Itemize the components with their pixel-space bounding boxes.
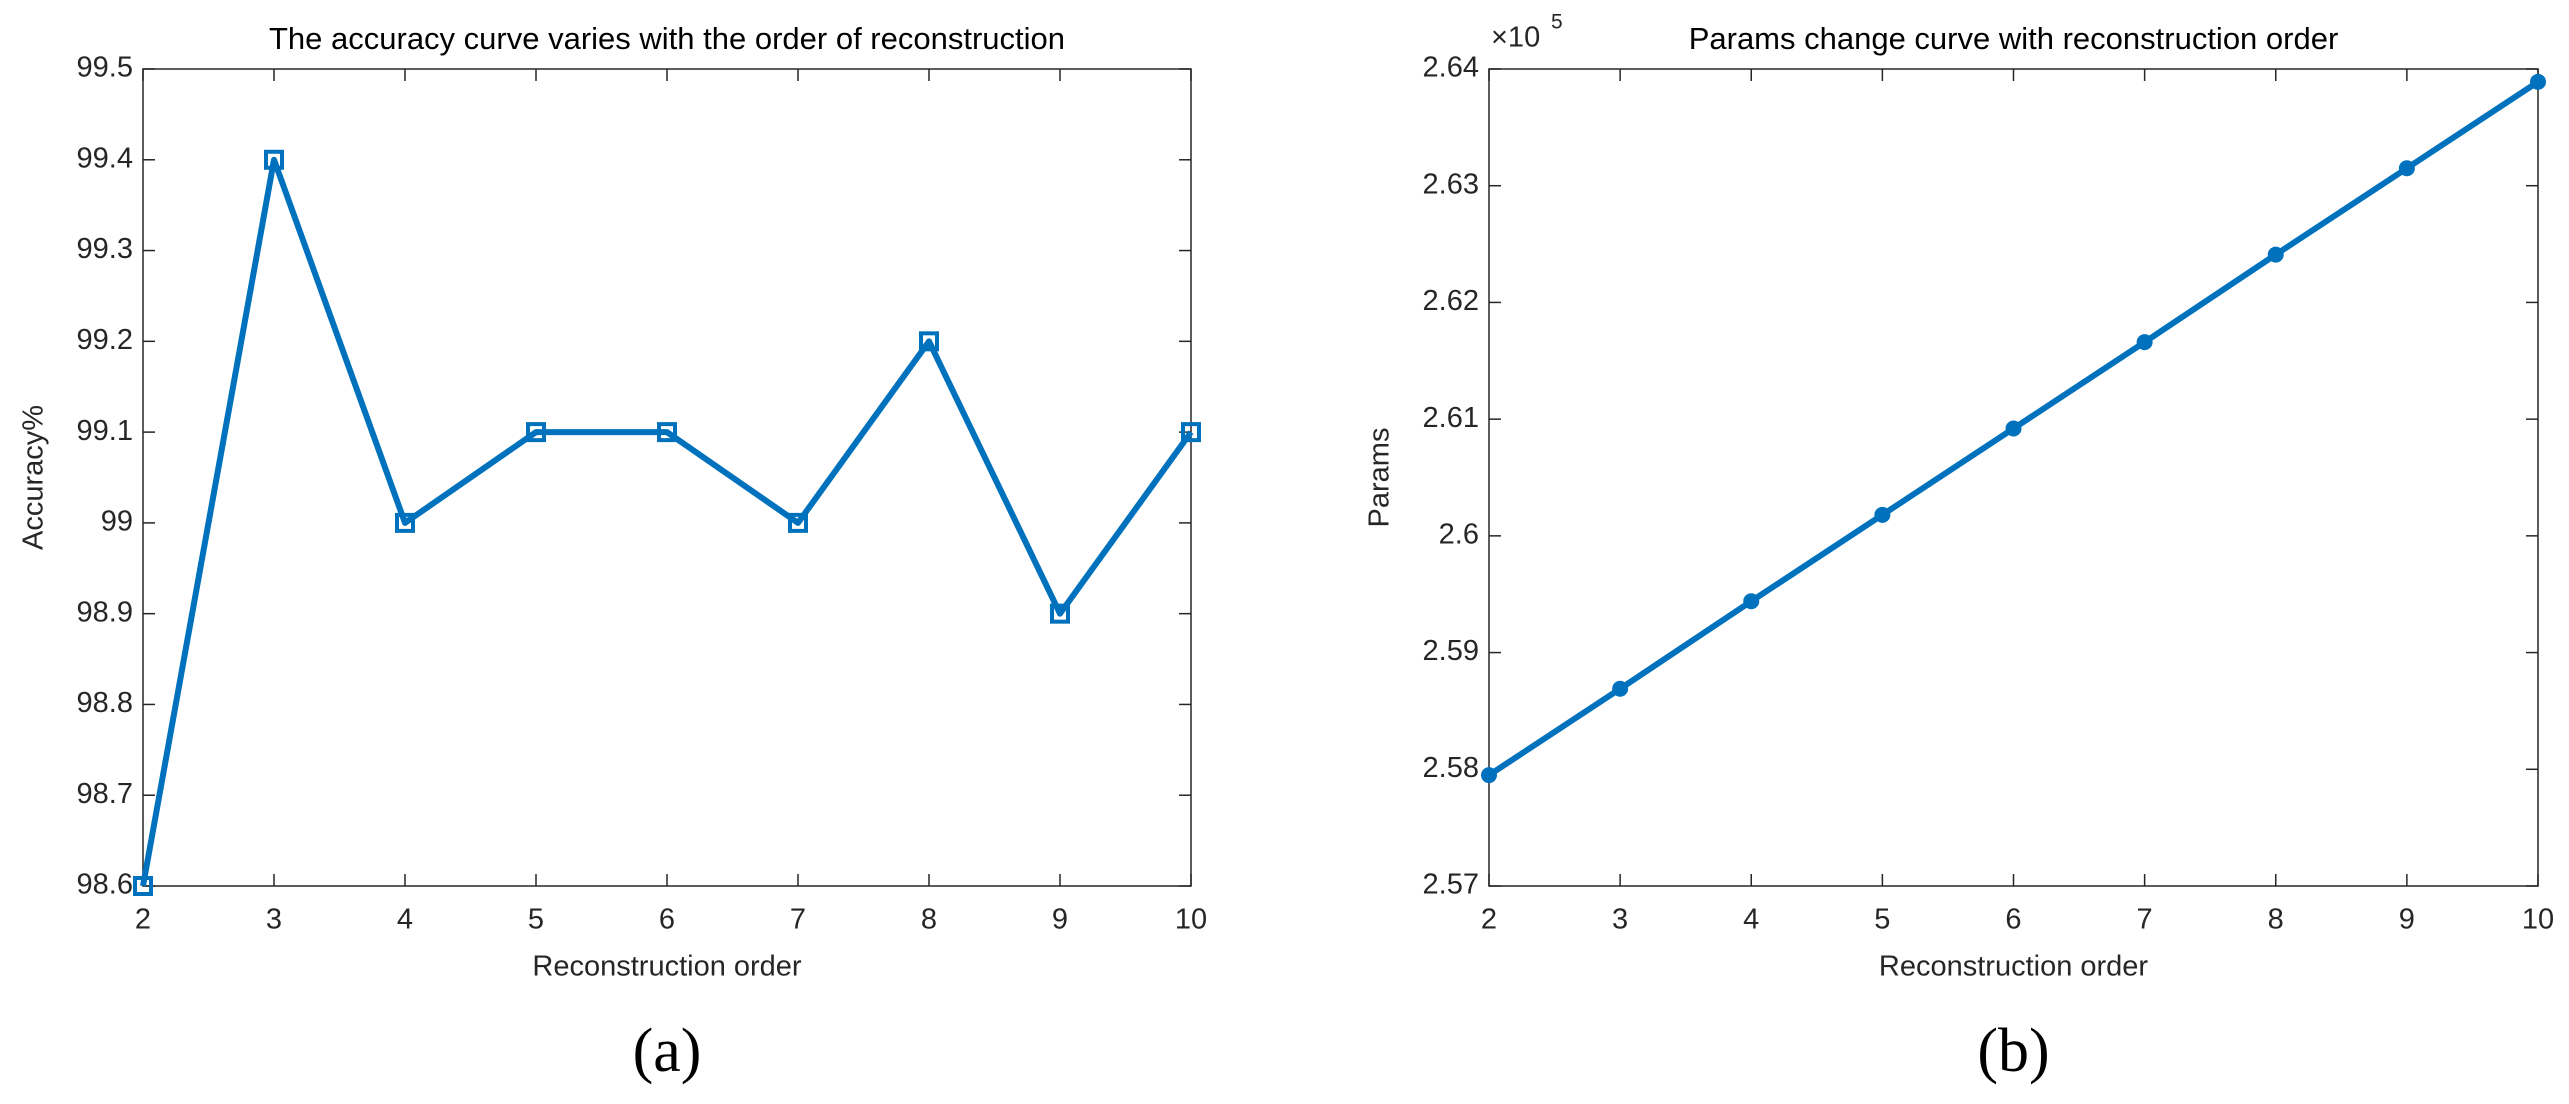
- x-tick-label: 10: [1175, 904, 1207, 936]
- marker: [133, 876, 153, 896]
- marker: [1612, 680, 1629, 697]
- data-line: [140, 156, 1194, 887]
- y-tick-label: 99.5: [77, 52, 133, 84]
- x-tick-label: 9: [2399, 904, 2415, 936]
- chart-title: Params change curve with reconstruction …: [1689, 21, 2339, 56]
- marker: [2136, 334, 2153, 351]
- y-multiplier-exponent: 5: [1551, 11, 1563, 34]
- x-tick-label: 8: [2268, 904, 2284, 936]
- y-axis-label: Accuracy%: [18, 405, 50, 550]
- y-tick-label: 2.57: [1423, 869, 1479, 901]
- y-tick-label: 2.61: [1423, 402, 1479, 434]
- x-tick-label: 5: [528, 904, 544, 936]
- plot-area: [1488, 68, 2539, 887]
- y-multiplier: ×10: [1491, 22, 1540, 54]
- y-tick-label: 99.2: [77, 324, 133, 356]
- y-tick-label: 2.64: [1423, 52, 1479, 84]
- marker: [395, 512, 415, 533]
- y-tick-label: 99.3: [77, 233, 133, 265]
- marker: [2267, 246, 2284, 263]
- x-axis-label: Reconstruction order: [532, 951, 802, 983]
- marker: [2005, 420, 2022, 437]
- y-tick-label: 99: [101, 506, 133, 538]
- marker: [1874, 506, 1891, 523]
- x-tick-label: 3: [266, 904, 282, 936]
- x-tick-label: 5: [1874, 904, 1890, 936]
- x-tick-label: 7: [2137, 904, 2153, 936]
- x-tick-label: 6: [2005, 904, 2021, 936]
- y-tick-label: 2.63: [1423, 168, 1479, 200]
- y-tick-label: 2.6: [1439, 519, 1479, 551]
- y-tick-label: 98.7: [77, 778, 133, 810]
- x-tick-label: 7: [790, 904, 806, 936]
- x-tick-label: 8: [921, 904, 937, 936]
- caption: (b): [1977, 1017, 2049, 1085]
- marker: [657, 422, 677, 443]
- marker: [2398, 160, 2415, 177]
- y-tick-label: 98.8: [77, 687, 133, 719]
- y-tick-label: 99.1: [77, 415, 133, 447]
- marker: [1050, 603, 1070, 624]
- y-tick-label: 2.59: [1423, 635, 1479, 667]
- marker: [1743, 593, 1760, 610]
- plot-area: [142, 68, 1192, 887]
- caption: (a): [633, 1017, 702, 1085]
- y-tick-label: 98.9: [77, 596, 133, 628]
- y-tick-label: 98.6: [77, 869, 133, 901]
- x-tick-label: 3: [1612, 904, 1628, 936]
- marker: [526, 422, 546, 443]
- x-tick-label: 4: [397, 904, 413, 936]
- y-tick-label: 2.62: [1423, 285, 1479, 317]
- y-axis-label: Params: [1364, 428, 1396, 528]
- marker: [2530, 73, 2546, 90]
- y-tick-label: 2.58: [1423, 752, 1479, 784]
- marker: [919, 331, 939, 352]
- x-axis-label: Reconstruction order: [1879, 951, 2149, 983]
- x-tick-label: 2: [1481, 904, 1497, 936]
- marker: [788, 512, 808, 533]
- y-tick-label: 99.4: [77, 142, 133, 174]
- x-tick-label: 6: [659, 904, 675, 936]
- marker: [1481, 767, 1497, 784]
- x-tick-label: 9: [1052, 904, 1068, 936]
- x-tick-label: 2: [135, 904, 151, 936]
- marker: [1181, 422, 1201, 443]
- chart-title: The accuracy curve varies with the order…: [269, 21, 1065, 56]
- x-tick-label: 10: [2522, 904, 2554, 936]
- x-tick-label: 4: [1743, 904, 1759, 936]
- marker: [264, 149, 284, 170]
